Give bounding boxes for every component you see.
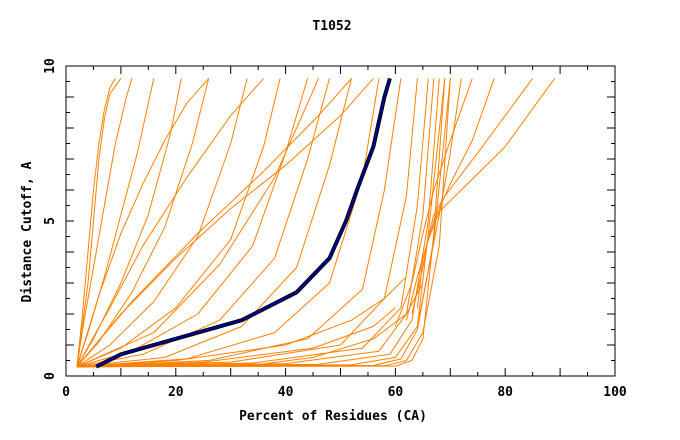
y-tick-label-5: 5 [43,217,58,225]
model-line-29 [405,78,556,321]
model-line-19 [76,78,446,368]
y-tick-label-10: 10 [43,58,58,74]
model-line-27 [76,78,122,367]
model-line-3 [76,78,182,367]
model-line-10 [76,78,380,368]
x-tick-label-40: 40 [278,385,294,400]
model-line-1 [76,78,133,367]
model-line-33 [241,282,424,368]
model-line-8 [76,78,330,368]
x-tick-label-80: 80 [497,385,513,400]
model-line-16 [76,78,446,368]
y-tick-label-0: 0 [43,372,58,380]
model-line-31 [394,78,473,327]
x-tick-label-60: 60 [388,385,404,400]
model-line-9 [76,78,352,368]
model-line-14 [76,78,435,368]
model-line-28 [411,78,534,315]
model-line-4 [76,78,210,368]
model-line-0 [76,78,116,367]
model-line-6 [76,78,281,368]
model-line-23 [76,78,352,368]
x-tick-label-100: 100 [603,385,627,400]
model-line-5 [76,78,248,368]
model-line-26 [76,78,319,368]
x-axis-label: Percent of Residues (CA) [239,409,427,424]
y-axis-label: Distance Cutoff, A [20,161,35,302]
model-line-20 [76,276,407,368]
model-line-11 [76,78,402,368]
model-line-2 [76,78,155,367]
model-line-25 [76,78,264,367]
highlight-line [95,78,391,368]
model-line-32 [416,78,462,327]
x-tick-label-0: 0 [62,385,70,400]
model-line-30 [416,78,495,308]
x-tick-label-20: 20 [168,385,184,400]
ticks-layer: 0 20 40 60 80 100 0 5 10 [43,58,627,400]
chart-title: T1052 [312,19,351,34]
model-line-15 [76,78,440,368]
plot-frame [65,65,616,377]
model-line-13 [76,78,429,368]
model-line-12 [76,78,418,368]
series-layer [76,77,556,369]
model-line-24 [76,78,210,367]
model-line-21 [76,307,396,368]
